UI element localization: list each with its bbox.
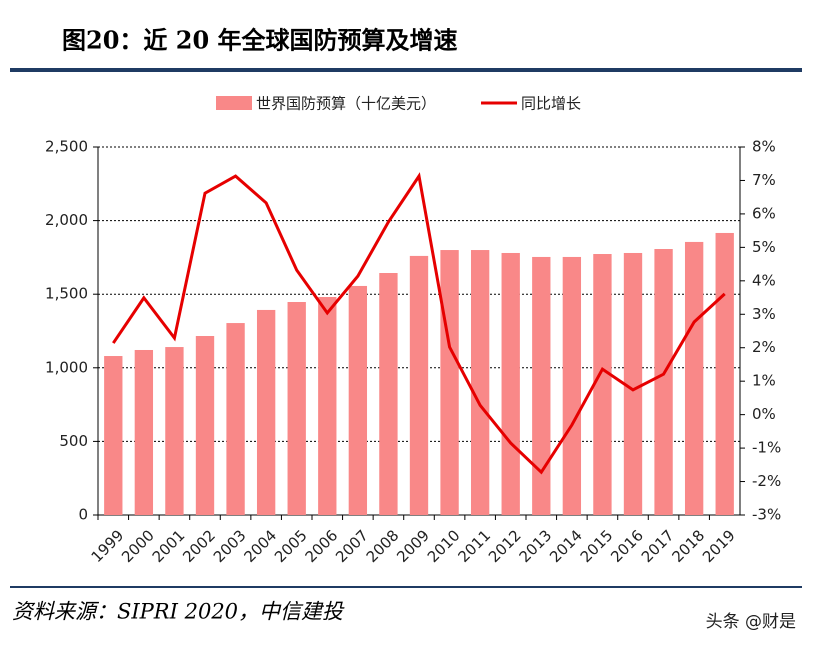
- x-tick-label: 2009: [393, 526, 433, 566]
- y-tick-label: 2,500: [45, 138, 88, 156]
- y2-tick-label: -1%: [752, 439, 781, 457]
- bar: [684, 241, 704, 515]
- source: 资料来源：SIPRI 2020，中信建投: [12, 600, 345, 624]
- bar: [715, 232, 734, 516]
- y-tick-label: 1,500: [45, 285, 88, 303]
- bar: [470, 250, 490, 516]
- x-tick-label: 2003: [210, 526, 250, 566]
- bar: [654, 249, 673, 516]
- x-tick-label: 2013: [516, 526, 556, 566]
- y2-tick-label: 6%: [752, 204, 776, 222]
- bar: [440, 250, 459, 516]
- x-tick-label: 2004: [240, 526, 280, 566]
- y2-tick-label: 2%: [752, 338, 776, 356]
- bar: [318, 296, 337, 515]
- x-tick-label: 2012: [485, 526, 525, 566]
- x-tick-label: 2002: [179, 526, 219, 566]
- y2-tick-label: 5%: [752, 238, 776, 256]
- y2-tick-label: -2%: [752, 472, 781, 490]
- y2-tick-label: 7%: [752, 171, 776, 189]
- bar: [104, 356, 123, 515]
- bar: [532, 256, 551, 515]
- y-tick-label: 0: [78, 506, 88, 524]
- bar: [409, 255, 429, 516]
- legend-label: 同比增长: [521, 95, 581, 113]
- x-tick-label: 2008: [363, 526, 403, 566]
- y2-tick-label: -3%: [752, 506, 781, 524]
- x-tick-label: 2015: [577, 526, 617, 566]
- x-tick-label: 2017: [638, 526, 678, 566]
- bar: [562, 256, 582, 515]
- y2-tick-label: 3%: [752, 305, 776, 323]
- x-tick-label: 1999: [88, 526, 128, 566]
- bar: [226, 323, 245, 515]
- title-rule: [10, 68, 802, 72]
- x-tick-label: 2006: [302, 526, 342, 566]
- y2-tick-label: 1%: [752, 372, 776, 390]
- bar: [195, 336, 215, 515]
- bar: [134, 349, 154, 515]
- line: [112, 172, 726, 475]
- y2-tick-label: 8%: [752, 138, 776, 156]
- x-tick-label: 2016: [607, 526, 647, 566]
- x-tick-label: 2000: [118, 526, 158, 566]
- x-tick-label: 2019: [699, 526, 739, 566]
- bar: [348, 285, 368, 515]
- bar: [501, 252, 520, 515]
- y-tick-label: 500: [59, 432, 88, 450]
- watermark: 头条 @财是: [706, 612, 796, 632]
- chart-title: 图20：近 20 年全球国防预算及增速: [62, 26, 458, 55]
- bar: [287, 302, 306, 515]
- x-tick-label: 2007: [332, 526, 372, 566]
- legend-label: 世界国防预算（十亿美元）: [256, 95, 436, 113]
- footer-rule: [10, 586, 802, 588]
- y-tick-label: 2,000: [45, 211, 88, 229]
- y-tick-label: 1,000: [45, 358, 88, 376]
- bar: [593, 254, 612, 515]
- x-tick-label: 2011: [454, 526, 494, 566]
- y2-tick-label: 0%: [752, 405, 776, 423]
- bar: [165, 347, 184, 515]
- x-tick-label: 2018: [668, 526, 708, 566]
- legend-swatch: [216, 96, 252, 110]
- y2-tick-label: 4%: [752, 271, 776, 289]
- bar: [379, 273, 398, 515]
- x-tick-label: 2010: [424, 526, 464, 566]
- bar: [623, 252, 643, 515]
- bar: [256, 309, 276, 515]
- x-tick-label: 2005: [271, 526, 311, 566]
- x-tick-label: 2014: [546, 526, 586, 566]
- x-tick-label: 2001: [149, 526, 189, 566]
